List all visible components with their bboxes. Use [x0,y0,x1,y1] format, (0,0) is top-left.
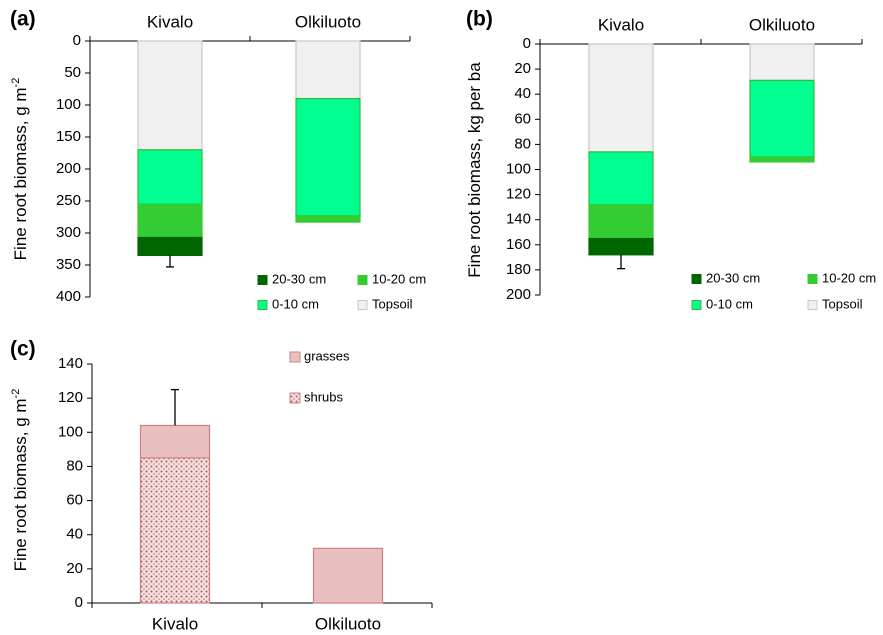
legend-label: 0-10 cm [272,296,319,311]
y-tick-label: 120 [506,186,531,203]
bar-segment-grasses [312,547,384,604]
bar-segment-topsoil [749,43,815,81]
y-tick-label: 0 [523,35,531,52]
bar-segment-20-30-cm [137,236,203,256]
legend-label: Topsoil [822,296,863,311]
bar-segment-0-10-cm [295,97,361,217]
legend-label: 20-30 cm [272,271,326,286]
panel-label: (b) [466,8,493,31]
legend-swatch [289,392,301,404]
y-tick-label: 100 [506,160,531,177]
category-label: Kivalo [147,12,193,31]
y-tick-label: 20 [514,60,531,77]
panel-label: (a) [10,8,36,31]
legend-swatch [691,274,702,284]
legend-swatch [257,275,268,285]
panel-label: (c) [10,338,36,361]
category-label: Olkiluoto [295,12,361,31]
legend-label: 0-10 cm [706,296,753,311]
y-tick-label: 40 [514,85,531,102]
legend-label: 20-30 cm [706,270,760,285]
category-label: Olkiluoto [749,15,815,34]
y-tick-label: 140 [506,211,531,228]
y-axis-title-text: Fine root biomass, kg per ba [465,62,484,278]
y-tick-label: 160 [506,236,531,253]
category-label: Olkiluoto [315,614,381,633]
y-tick-label: 250 [56,192,81,209]
y-tick-label: 40 [66,526,83,543]
bar-segment-topsoil [588,43,654,153]
bar-segment-10-20-cm [295,215,361,223]
y-tick-label: 300 [56,224,81,241]
bar-segment-shrubs [139,457,211,604]
y-axis-title-superscript: -2 [10,78,22,88]
y-tick-label: 100 [56,96,81,113]
bar-segment-20-30-cm [588,237,654,256]
y-tick-label: 50 [64,64,81,81]
y-tick-label: 200 [56,160,81,177]
legend-swatch [807,300,818,310]
y-tick-label: 200 [506,286,531,303]
y-tick-label: 120 [58,389,83,406]
y-tick-label: 140 [58,355,83,372]
legend-label: shrubs [304,389,344,404]
y-tick-label: 80 [66,457,83,474]
bar-segment-10-20-cm [588,204,654,240]
legend-label: 10-20 cm [822,270,876,285]
legend-swatch [357,275,368,285]
legend-swatch [357,300,368,310]
bar-segment-0-10-cm [749,79,815,158]
bar-segment-grasses [139,424,211,459]
y-axis-title-text: Fine root biomass, g m [11,87,30,260]
legend-label: 10-20 cm [372,271,426,286]
y-tick-label: 60 [514,110,531,127]
bar-segment-topsoil [295,40,361,100]
y-axis-title: Fine root biomass, kg per ba [465,62,484,278]
y-axis-title-text: Fine root biomass, g m [11,398,30,571]
y-tick-label: 350 [56,256,81,273]
legend-swatch [691,300,702,310]
y-tick-label: 20 [66,560,83,577]
category-label: Kivalo [598,15,644,34]
y-axis-title: Fine root biomass, g m-2 [10,389,30,572]
y-axis-title: Fine root biomass, g m-2 [10,78,30,261]
y-tick-label: 180 [506,261,531,278]
panel-b-chart: (b) 0 20 40 60 80 100 120 140 160 180 200 Kivalo Olki… [465,8,876,312]
y-tick-label: 80 [514,135,531,152]
legend-swatch [807,274,818,284]
legend-swatch [257,300,268,310]
bar-segment-topsoil [137,40,203,151]
y-axis-title-superscript: -2 [10,389,22,399]
bar-segment-0-10-cm [137,149,203,205]
y-tick-label: 60 [66,492,83,509]
bar-segment-10-20-cm [749,156,815,163]
y-tick-label: 0 [75,594,83,611]
category-label: Kivalo [152,614,198,633]
bar-segment-0-10-cm [588,151,654,206]
legend-label: Topsoil [372,296,413,311]
bar-segment-10-20-cm [137,203,203,239]
y-tick-label: 0 [73,32,81,49]
legend-label: grasses [304,348,350,363]
y-tick-label: 150 [56,128,81,145]
panel-a-chart: (a) 0 50 100 150 200 250 300 350 400 Kivalo Olkiluo… [10,8,426,312]
y-tick-label: 400 [56,288,81,305]
legend-swatch [289,351,301,363]
y-tick-label: 100 [58,423,83,440]
panel-c-chart: (c) 0 20 40 60 80 100 120 140 Kivalo Olkiluoto Fine… [10,338,433,633]
